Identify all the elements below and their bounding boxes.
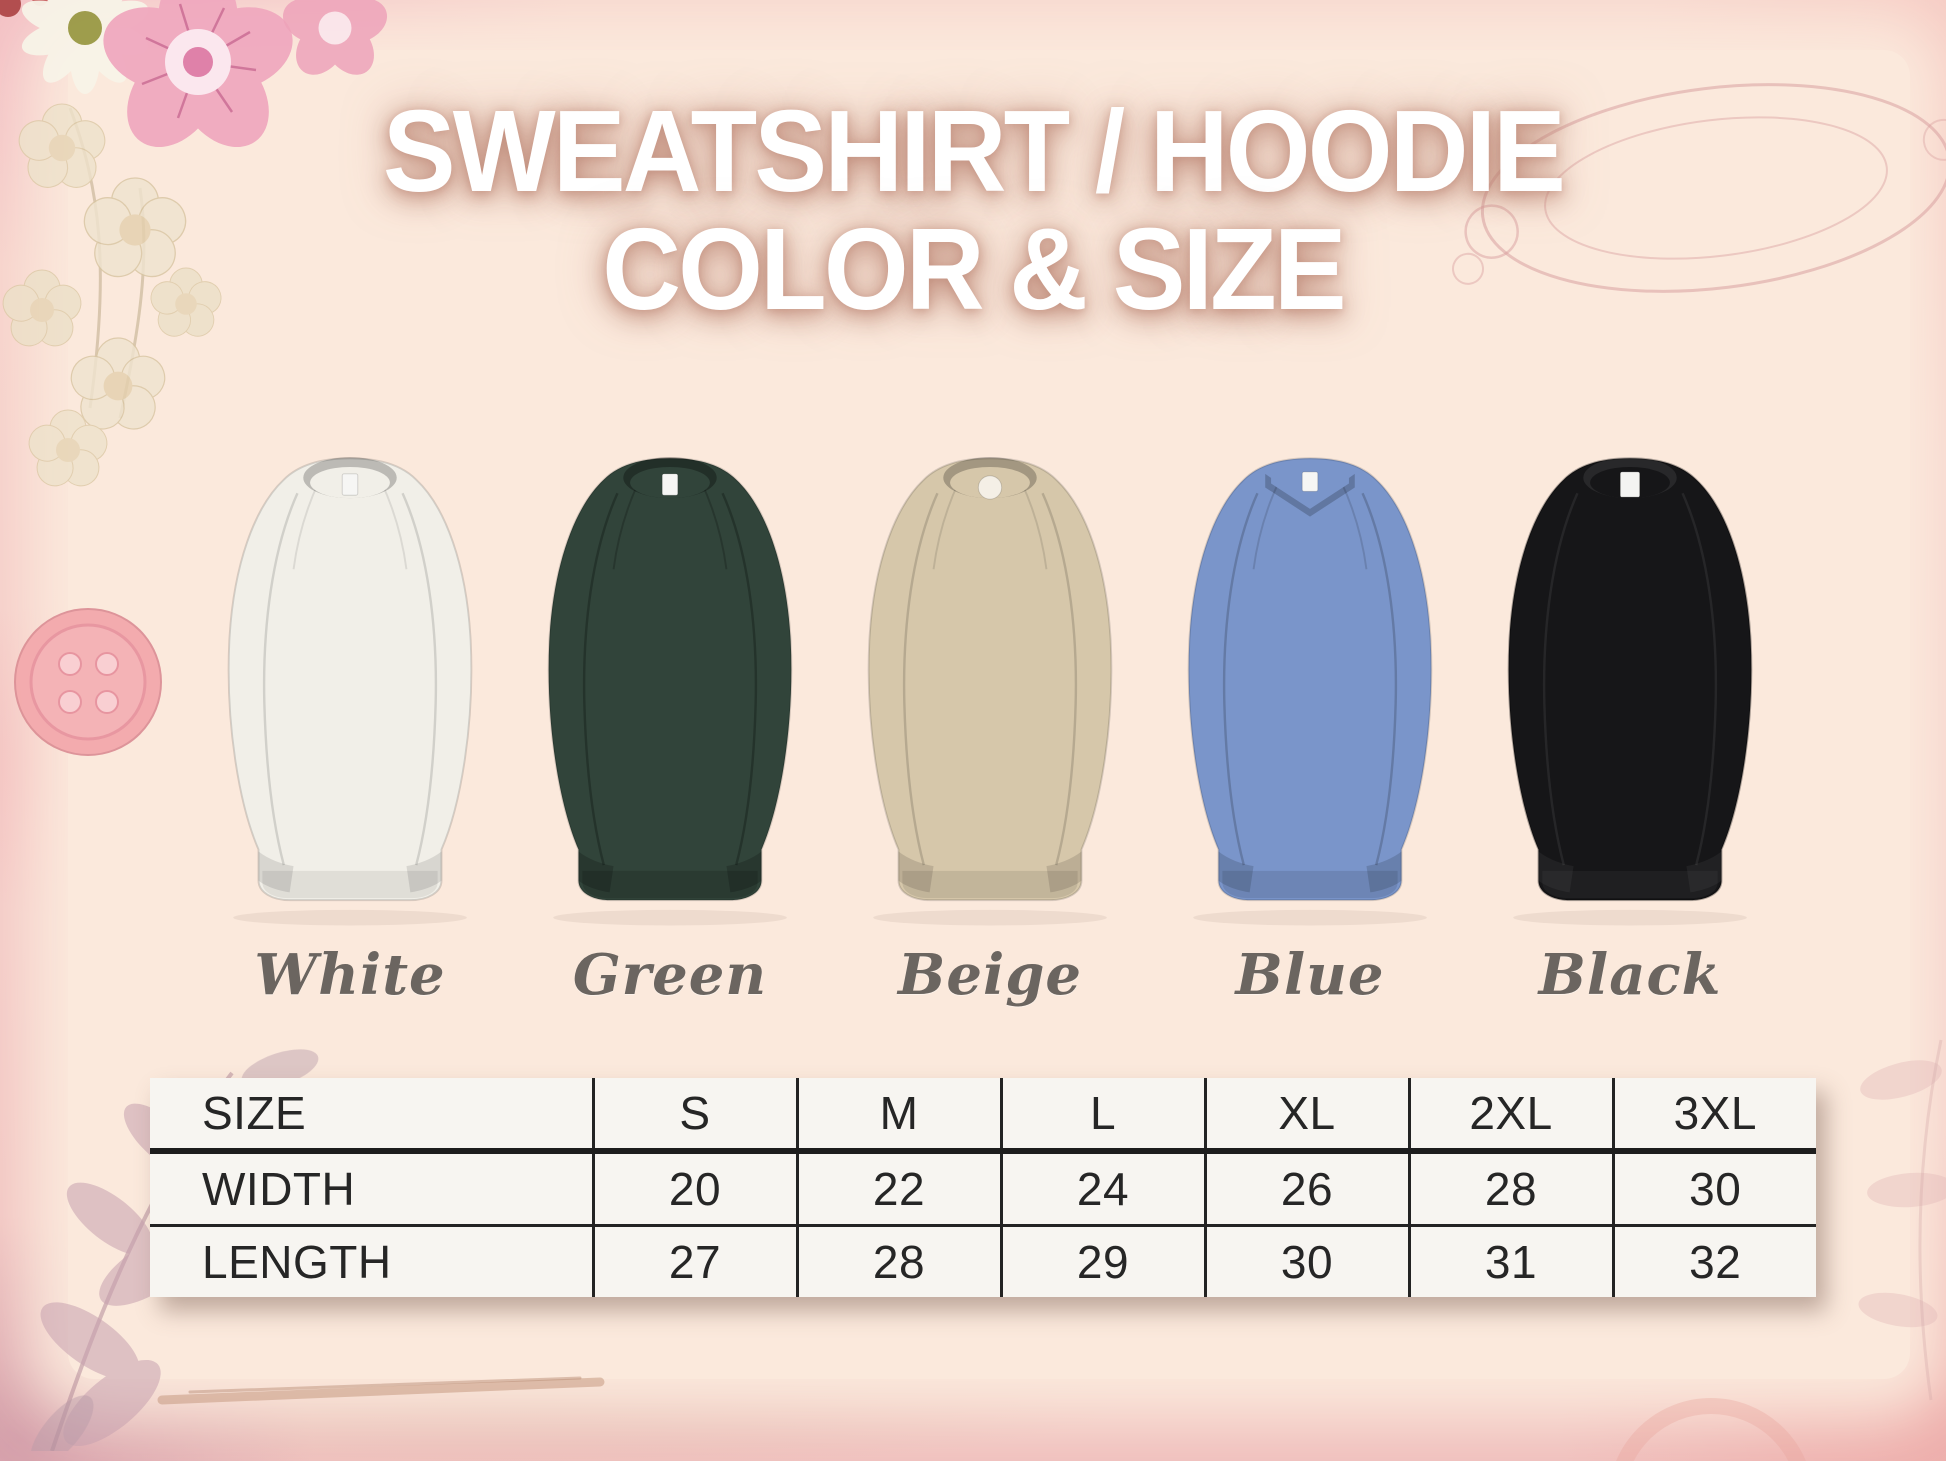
length-value: 30 [1203, 1224, 1411, 1297]
color-option-green: Green [517, 436, 823, 1008]
watercolor-arc-icon [1616, 1398, 1806, 1461]
color-option-black: Black [1477, 436, 1783, 1008]
table-length-row: LENGTH 27 28 29 30 31 32 [150, 1224, 1816, 1297]
length-value: 32 [1611, 1224, 1816, 1297]
sweatshirt-blue-image [1187, 457, 1433, 926]
length-value: 31 [1407, 1224, 1615, 1297]
color-label: Black [1538, 942, 1722, 1008]
size-header-xl: XL [1203, 1078, 1411, 1154]
width-value: 20 [591, 1149, 799, 1227]
color-option-blue: Blue [1157, 436, 1463, 1008]
size-header-3xl: 3XL [1611, 1078, 1816, 1154]
sweatshirt-white-image [227, 457, 473, 926]
title-line-2: COLOR & SIZE [602, 204, 1346, 335]
table-width-row: WIDTH 20 22 24 26 28 30 [150, 1149, 1816, 1227]
table-corner-cell: SIZE [150, 1078, 595, 1154]
color-option-white: White [197, 436, 503, 1008]
width-value: 22 [795, 1149, 1003, 1227]
size-header-m: M [795, 1078, 1003, 1154]
color-options-row: White Green [0, 436, 1946, 1008]
size-header-2xl: 2XL [1407, 1078, 1615, 1154]
title-line-1: SWEATSHIRT / HOODIE [382, 86, 1566, 216]
color-label: Green [572, 942, 768, 1008]
width-value: 28 [1407, 1149, 1615, 1227]
width-row-label: WIDTH [150, 1149, 595, 1227]
width-value: 30 [1611, 1149, 1816, 1227]
color-option-beige: Beige [837, 436, 1143, 1008]
color-label: White [254, 942, 446, 1008]
size-header-l: L [999, 1078, 1207, 1154]
length-value: 27 [591, 1224, 799, 1297]
length-value: 28 [795, 1224, 1003, 1297]
width-value: 24 [999, 1149, 1207, 1227]
page-title: SWEATSHIRT / HOODIE COLOR & SIZE [0, 92, 1946, 329]
color-label: Beige [897, 942, 1083, 1008]
size-chart-table: SIZE S M L XL 2XL 3XL WIDTH 20 22 24 26 … [150, 1078, 1816, 1297]
color-label: Blue [1235, 942, 1385, 1008]
sweatshirt-beige-image [867, 457, 1113, 926]
size-chart-table-container: SIZE S M L XL 2XL 3XL WIDTH 20 22 24 26 … [150, 1078, 1816, 1297]
table-header-row: SIZE S M L XL 2XL 3XL [150, 1078, 1816, 1154]
sweatshirt-green-image [547, 457, 793, 926]
sweatshirt-black-image [1507, 457, 1753, 926]
length-value: 29 [999, 1224, 1207, 1297]
size-header-s: S [591, 1078, 799, 1154]
width-value: 26 [1203, 1149, 1411, 1227]
length-row-label: LENGTH [150, 1224, 595, 1297]
